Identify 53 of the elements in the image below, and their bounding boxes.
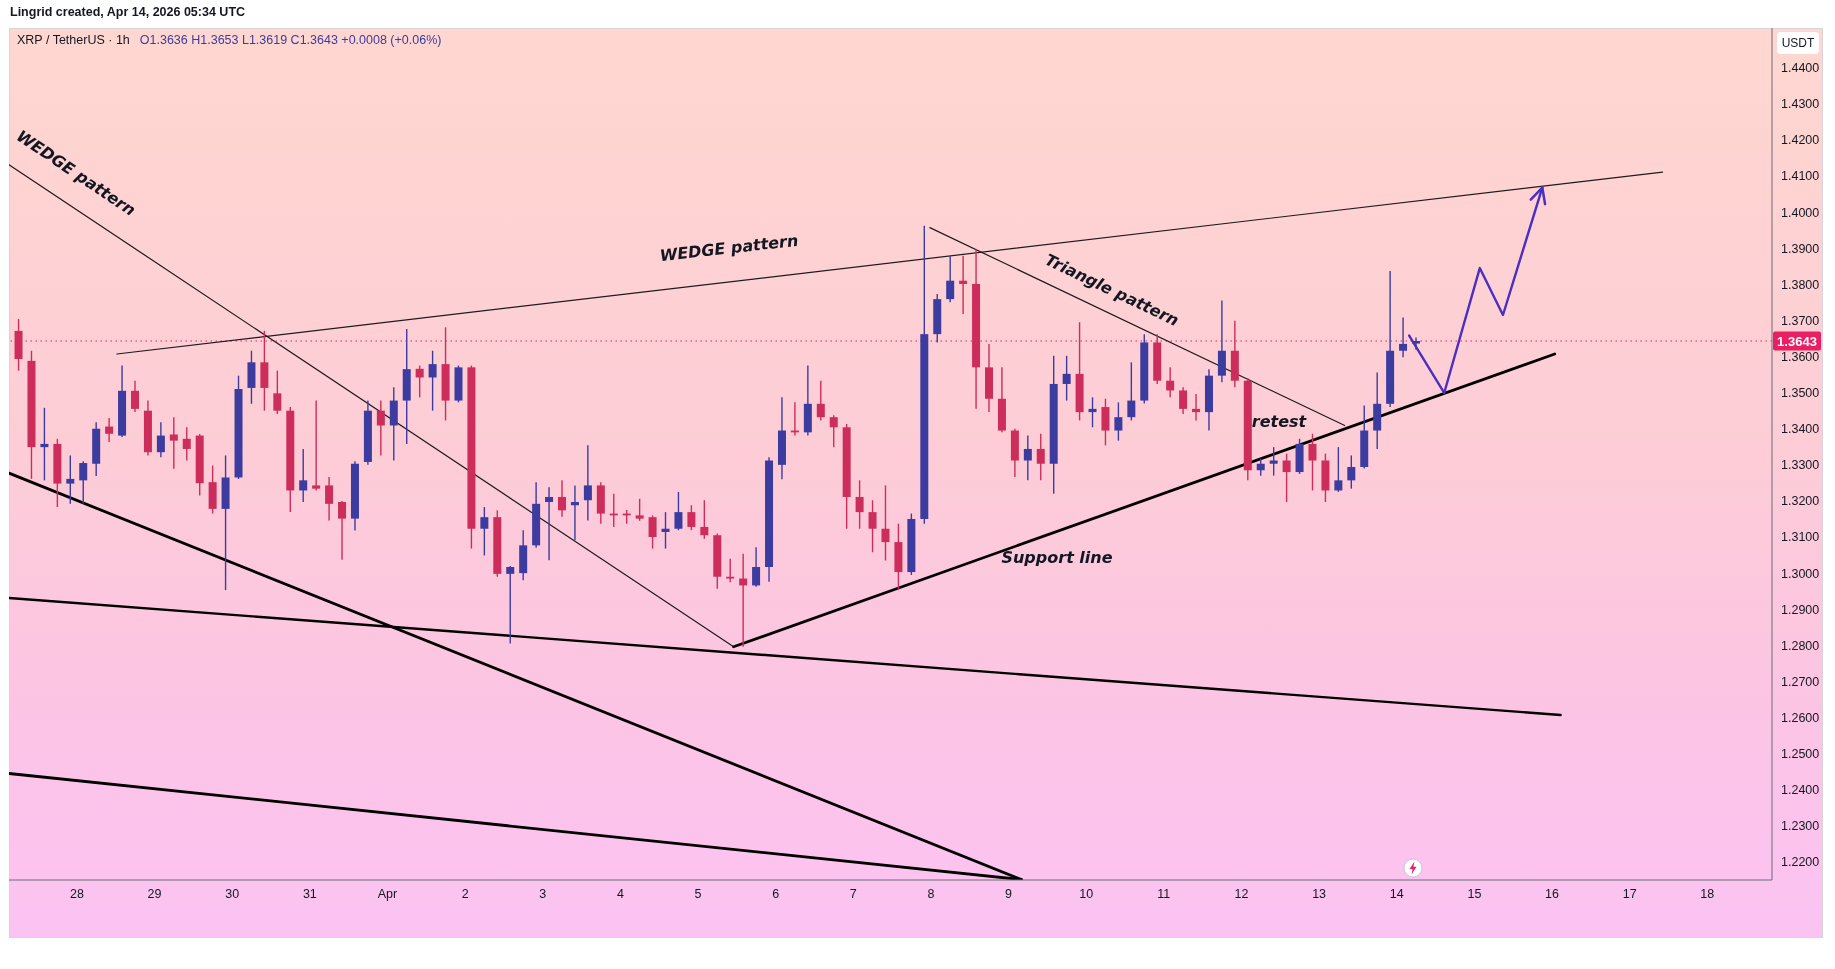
x-tick-label: 2 (461, 886, 469, 901)
y-tick-label: 1.3600 (1781, 349, 1820, 364)
ref-line-label: 1.3643 (1777, 334, 1817, 349)
y-tick-label: 1.2700 (1781, 674, 1820, 689)
x-tick-label: 16 (1545, 886, 1560, 901)
y-tick-label: 1.4000 (1781, 205, 1820, 220)
x-tick-label: 8 (927, 886, 935, 901)
chart-subtitle: O1.3636 H1.3653 L1.3619 C1.3643 +0.0008 (+0.06%) (139, 33, 442, 47)
x-tick-label: 5 (694, 886, 702, 901)
annotation: retest (1251, 411, 1308, 431)
y-tick-label: 1.3200 (1781, 494, 1820, 509)
y-tick-label: 1.2600 (1781, 710, 1820, 725)
y-tick-label: 1.3700 (1781, 313, 1820, 328)
x-tick-label: 10 (1079, 886, 1094, 901)
x-tick-label: 11 (1157, 886, 1171, 901)
y-axis-title: USDT (1777, 32, 1819, 54)
x-tick-label: 30 (225, 886, 240, 901)
y-tick-label: 1.3400 (1781, 422, 1820, 437)
y-tick-label: 1.3100 (1781, 530, 1820, 545)
y-tick-label: 1.2900 (1781, 602, 1820, 617)
y-tick-label: 1.3000 (1781, 566, 1820, 581)
x-tick-label: 17 (1622, 886, 1637, 901)
x-tick-label: 6 (772, 886, 780, 901)
annotation: Support line (1001, 547, 1113, 567)
chart-title: XRP / TetherUS · 1h (17, 33, 130, 47)
x-tick-label: 4 (616, 886, 624, 901)
x-tick-label: 7 (849, 886, 857, 901)
y-tick-label: 1.2200 (1781, 855, 1820, 870)
y-tick-label: 1.2400 (1781, 783, 1820, 798)
y-tick-label: 1.3300 (1781, 458, 1820, 473)
y-tick-label: 1.3800 (1781, 277, 1820, 292)
x-tick-label: 3 (539, 886, 547, 901)
y-tick-label: 1.4300 (1781, 97, 1820, 112)
x-tick-label: 15 (1467, 886, 1482, 901)
y-tick-label: 1.4100 (1781, 169, 1820, 184)
x-tick-label: 12 (1234, 886, 1249, 901)
y-tick-label: 1.2300 (1781, 819, 1820, 834)
x-tick-label: 14 (1389, 886, 1404, 901)
y-tick-label: 1.3500 (1781, 386, 1820, 401)
x-tick-label: 18 (1700, 886, 1715, 901)
x-tick-label: 28 (69, 886, 84, 901)
y-tick-label: 1.4400 (1781, 61, 1820, 76)
x-tick-label: 9 (1005, 886, 1013, 901)
x-tick-label: 31 (302, 886, 317, 901)
annotation: WEDGE pattern (658, 230, 800, 266)
x-tick-label: 29 (147, 886, 162, 901)
y-tick-label: 1.2500 (1781, 747, 1820, 762)
y-tick-label: 1.2800 (1781, 638, 1820, 653)
x-tick-label: Apr (377, 886, 398, 901)
y-tick-label: 1.4200 (1781, 133, 1820, 148)
text: Lingrid created, Apr 14, 2026 05:34 UTC (10, 5, 246, 19)
x-tick-label: 13 (1312, 886, 1327, 901)
y-tick-label: 1.3900 (1781, 241, 1820, 256)
